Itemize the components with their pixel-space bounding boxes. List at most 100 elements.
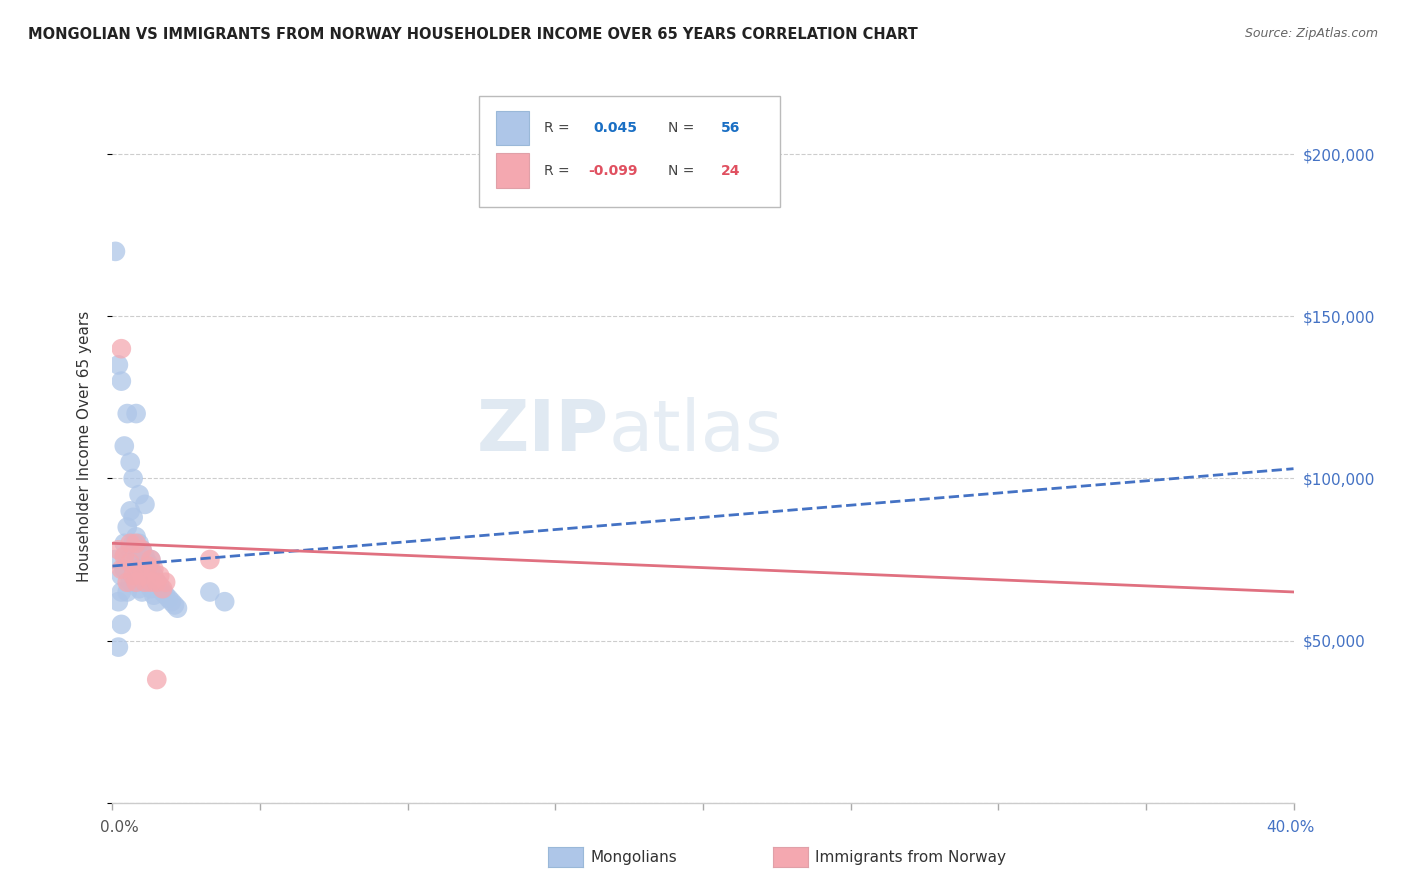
Point [125, 552, 148, 566]
Point [120, 542, 142, 557]
Point [110, 342, 132, 356]
Point [122, 536, 145, 550]
Point [107, 358, 129, 372]
Point [112, 549, 135, 564]
Point [152, 585, 174, 599]
Point [146, 575, 169, 590]
Text: ZIP: ZIP [477, 397, 609, 467]
Point [139, 582, 162, 596]
Text: atlas: atlas [609, 397, 783, 467]
Point [152, 582, 174, 596]
Point [117, 520, 138, 534]
Point [134, 497, 156, 511]
Point [122, 471, 145, 485]
Point [117, 407, 138, 421]
Point [125, 536, 148, 550]
Point [107, 542, 129, 557]
Point [136, 559, 159, 574]
Text: Mongolians: Mongolians [591, 850, 678, 864]
Text: 0.045: 0.045 [593, 120, 637, 135]
Point [131, 562, 153, 576]
Point [134, 549, 156, 564]
Point [117, 575, 138, 590]
Bar [496, 111, 530, 145]
Point [112, 536, 135, 550]
Point [134, 568, 156, 582]
Point [125, 530, 148, 544]
Point [214, 595, 236, 609]
Point [117, 585, 138, 599]
Point [120, 504, 142, 518]
Point [136, 575, 159, 590]
Point [198, 585, 221, 599]
Point [128, 562, 150, 576]
Point [163, 598, 186, 612]
Point [128, 582, 150, 596]
Point [160, 595, 183, 609]
Point [110, 585, 132, 599]
Point [120, 556, 142, 570]
Text: R =: R = [544, 120, 574, 135]
Text: Immigrants from Norway: Immigrants from Norway [815, 850, 1007, 864]
Point [139, 552, 162, 566]
Point [136, 556, 159, 570]
Point [139, 575, 162, 590]
Point [131, 568, 153, 582]
Point [134, 575, 156, 590]
Point [122, 510, 145, 524]
Point [104, 552, 127, 566]
Text: R =: R = [544, 163, 574, 178]
Point [120, 575, 142, 590]
Text: N =: N = [668, 163, 699, 178]
Point [166, 601, 188, 615]
Point [107, 595, 129, 609]
Point [157, 591, 180, 606]
Point [122, 568, 145, 582]
Text: 24: 24 [721, 163, 740, 178]
FancyBboxPatch shape [478, 96, 780, 207]
Point [104, 244, 127, 259]
Point [110, 374, 132, 388]
Point [122, 568, 145, 582]
Point [139, 552, 162, 566]
Text: 40.0%: 40.0% [1267, 821, 1315, 835]
Point [146, 595, 169, 609]
Point [142, 568, 165, 582]
Point [142, 588, 165, 602]
Point [112, 562, 135, 576]
Bar [496, 153, 530, 187]
Text: N =: N = [668, 120, 699, 135]
Point [198, 552, 221, 566]
Point [125, 407, 148, 421]
Point [149, 578, 172, 592]
Point [125, 575, 148, 590]
Point [125, 575, 148, 590]
Point [146, 673, 169, 687]
Point [155, 588, 177, 602]
Point [139, 562, 162, 576]
Point [110, 617, 132, 632]
Text: -0.099: -0.099 [589, 163, 638, 178]
Point [117, 552, 138, 566]
Point [110, 562, 132, 576]
Point [120, 536, 142, 550]
Point [146, 575, 169, 590]
Point [120, 455, 142, 469]
Y-axis label: Householder Income Over 65 years: Householder Income Over 65 years [77, 310, 91, 582]
Point [131, 542, 153, 557]
Point [131, 585, 153, 599]
Point [112, 439, 135, 453]
Point [107, 640, 129, 654]
Point [128, 488, 150, 502]
Text: MONGOLIAN VS IMMIGRANTS FROM NORWAY HOUSEHOLDER INCOME OVER 65 YEARS CORRELATION: MONGOLIAN VS IMMIGRANTS FROM NORWAY HOUS… [28, 27, 918, 42]
Point [155, 575, 177, 590]
Point [110, 568, 132, 582]
Point [142, 562, 165, 576]
Text: 0.0%: 0.0% [100, 821, 139, 835]
Point [131, 542, 153, 557]
Text: Source: ZipAtlas.com: Source: ZipAtlas.com [1244, 27, 1378, 40]
Point [128, 559, 150, 574]
Point [149, 568, 172, 582]
Point [128, 536, 150, 550]
Text: 56: 56 [721, 120, 740, 135]
